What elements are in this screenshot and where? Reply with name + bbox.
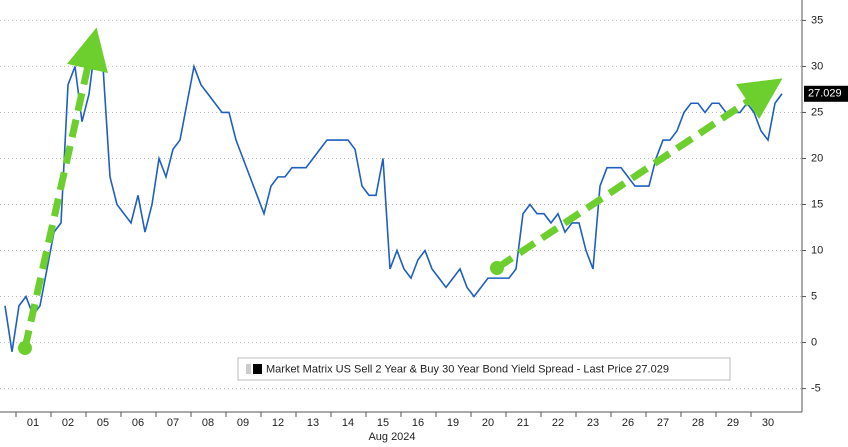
y-tick-label: -5 bbox=[811, 382, 821, 394]
y-tick-label: 5 bbox=[811, 290, 817, 302]
x-tick-label: 28 bbox=[692, 417, 704, 429]
series-line bbox=[4, 38, 783, 352]
last-price-label: 27.029 bbox=[808, 88, 842, 100]
x-tick-label: 12 bbox=[272, 417, 284, 429]
x-tick-label: 23 bbox=[587, 417, 599, 429]
annotation-arrows bbox=[18, 27, 783, 355]
x-tick-label: 20 bbox=[482, 417, 494, 429]
x-axis-label: Aug 2024 bbox=[368, 431, 415, 443]
x-tick-label: 13 bbox=[307, 417, 319, 429]
legend-label: Market Matrix US Sell 2 Year & Buy 30 Ye… bbox=[266, 363, 669, 375]
x-tick-label: 19 bbox=[447, 417, 459, 429]
x-tick-label: 21 bbox=[517, 417, 529, 429]
x-tick-label: 16 bbox=[412, 417, 424, 429]
x-tick-label: 01 bbox=[27, 417, 39, 429]
y-tick-label: 20 bbox=[811, 152, 823, 164]
last-price-tag bbox=[804, 85, 848, 102]
x-tick-label: 27 bbox=[657, 417, 669, 429]
x-tick-label: 06 bbox=[132, 417, 144, 429]
y-tick-label: 10 bbox=[811, 244, 823, 256]
x-tick-label: 26 bbox=[622, 417, 634, 429]
x-tick-label: 15 bbox=[377, 417, 389, 429]
x-tick-label: 05 bbox=[97, 417, 109, 429]
y-tick-label: 35 bbox=[811, 14, 823, 26]
legend: Market Matrix US Sell 2 Year & Buy 30 Ye… bbox=[237, 357, 731, 381]
y-tick-label: 0 bbox=[811, 336, 817, 348]
x-tick-label: 29 bbox=[727, 417, 739, 429]
x-tick-label: 07 bbox=[167, 417, 179, 429]
x-tick-label: 02 bbox=[62, 417, 74, 429]
y-tick-label: 30 bbox=[811, 60, 823, 72]
x-tick-label: 30 bbox=[762, 417, 774, 429]
y-tick-label: 15 bbox=[811, 198, 823, 210]
x-tick-label: 14 bbox=[342, 417, 354, 429]
y-tick-label: 25 bbox=[811, 106, 823, 118]
x-tick-label: 08 bbox=[202, 417, 214, 429]
x-tick-label: 09 bbox=[237, 417, 249, 429]
x-tick-label: 22 bbox=[552, 417, 564, 429]
